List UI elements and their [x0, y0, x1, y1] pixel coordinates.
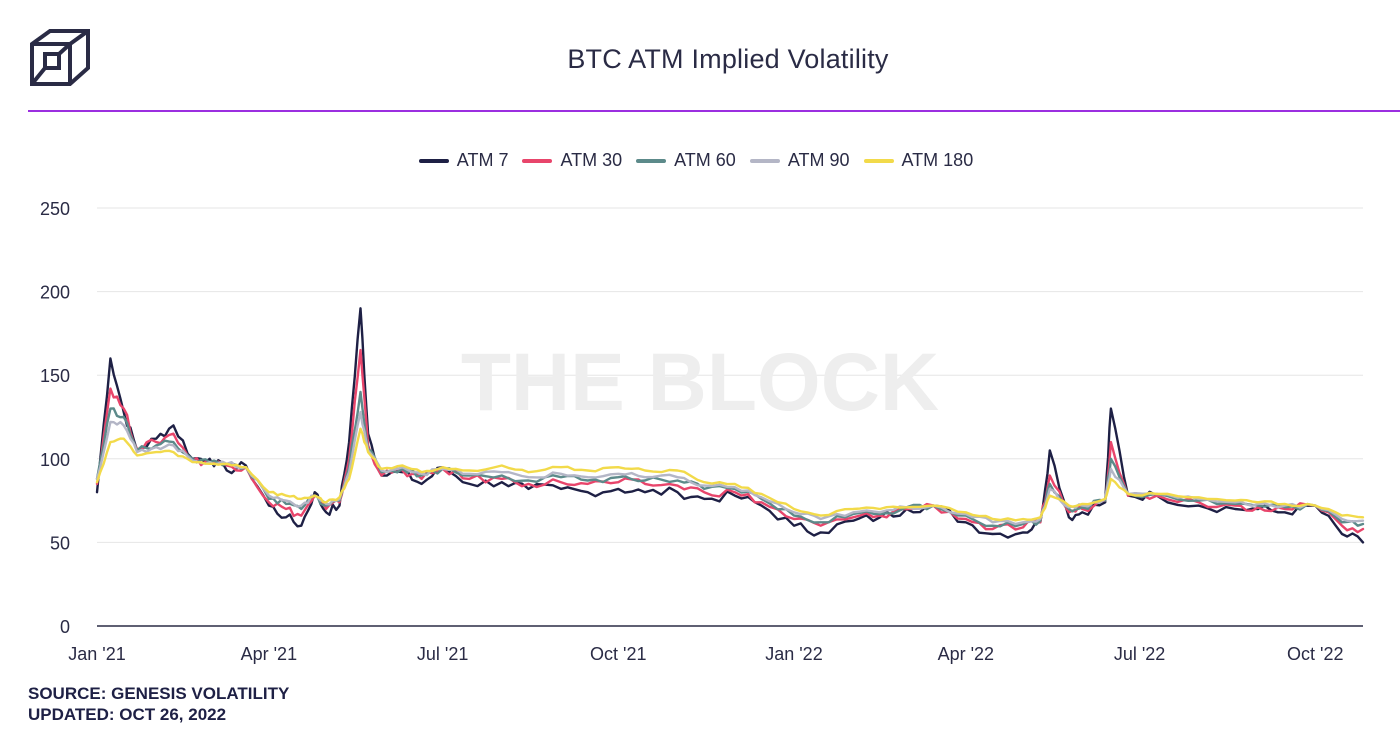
legend-item-atm-30[interactable]: ATM 30: [522, 150, 622, 171]
watermark-text: THE BLOCK: [461, 337, 939, 428]
x-tick-label: Jul '21: [417, 644, 468, 664]
legend-item-atm-7[interactable]: ATM 7: [418, 150, 509, 171]
header: BTC ATM Implied Volatility: [0, 0, 1400, 112]
y-tick-label: 50: [50, 533, 70, 553]
y-tick-label: 100: [40, 450, 70, 470]
source-note: SOURCE: GENESIS VOLATILITY UPDATED: OCT …: [28, 683, 289, 725]
legend-swatch: [636, 158, 667, 163]
legend-swatch: [749, 158, 780, 163]
series-line-atm-90: [95, 410, 1365, 526]
the-block-logo: [30, 29, 90, 86]
legend-item-atm-60[interactable]: ATM 60: [636, 150, 736, 171]
x-axis: Jan '21 Apr '21 Jul '21 Oct '21 Jan '22 Apr '…: [68, 644, 1343, 664]
legend-label: ATM 180: [901, 150, 974, 170]
chart-grid: [97, 207, 1363, 543]
x-tick-label: Jan '21: [68, 644, 125, 664]
y-tick-label: 0: [60, 617, 70, 637]
legend-label: ATM 7: [456, 150, 509, 170]
legend-swatch: [863, 158, 894, 163]
y-tick-label: 200: [40, 283, 70, 303]
y-tick-label: 250: [40, 199, 70, 219]
source-text: SOURCE: GENESIS VOLATILITY: [28, 684, 290, 703]
x-tick-label: Apr '22: [938, 644, 994, 664]
x-tick-label: Oct '22: [1287, 644, 1343, 664]
legend-label: ATM 30: [560, 150, 623, 170]
header-divider: [28, 110, 1400, 112]
chart-legend: ATM 7 ATM 30 ATM 60 ATM 90 ATM 180: [0, 150, 1392, 171]
legend-swatch: [418, 158, 449, 163]
legend-label: ATM 60: [674, 150, 736, 170]
legend-label: ATM 90: [787, 150, 850, 170]
legend-swatch: [522, 158, 553, 163]
legend-item-atm-180[interactable]: ATM 180: [863, 150, 974, 171]
x-tick-label: Apr '21: [241, 644, 297, 664]
series-lines: [95, 307, 1365, 544]
y-axis: 0 50 100 150 200 250: [40, 199, 1363, 637]
series-line-atm-180: [95, 427, 1365, 522]
y-tick-label: 150: [40, 366, 70, 386]
x-tick-label: Oct '21: [590, 644, 646, 664]
updated-text: UPDATED: OCT 26, 2022: [28, 705, 227, 724]
legend-item-atm-90[interactable]: ATM 90: [749, 150, 850, 171]
x-tick-label: Jan '22: [765, 644, 822, 664]
x-tick-label: Jul '22: [1114, 644, 1165, 664]
chart-title: BTC ATM Implied Volatility: [567, 44, 889, 74]
